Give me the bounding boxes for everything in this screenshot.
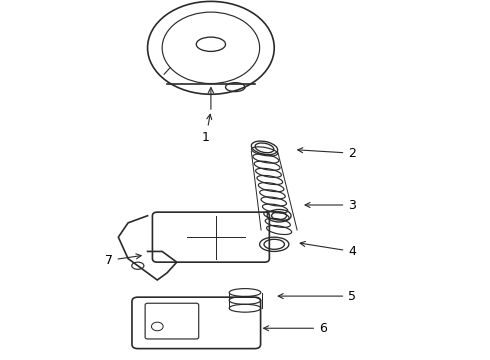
Text: 4: 4 — [300, 242, 356, 258]
Text: 1: 1 — [202, 114, 212, 144]
Text: 6: 6 — [264, 322, 327, 335]
Text: 7: 7 — [104, 254, 141, 267]
Text: 3: 3 — [305, 198, 356, 212]
Text: 2: 2 — [298, 147, 356, 160]
Text: 5: 5 — [278, 289, 356, 303]
